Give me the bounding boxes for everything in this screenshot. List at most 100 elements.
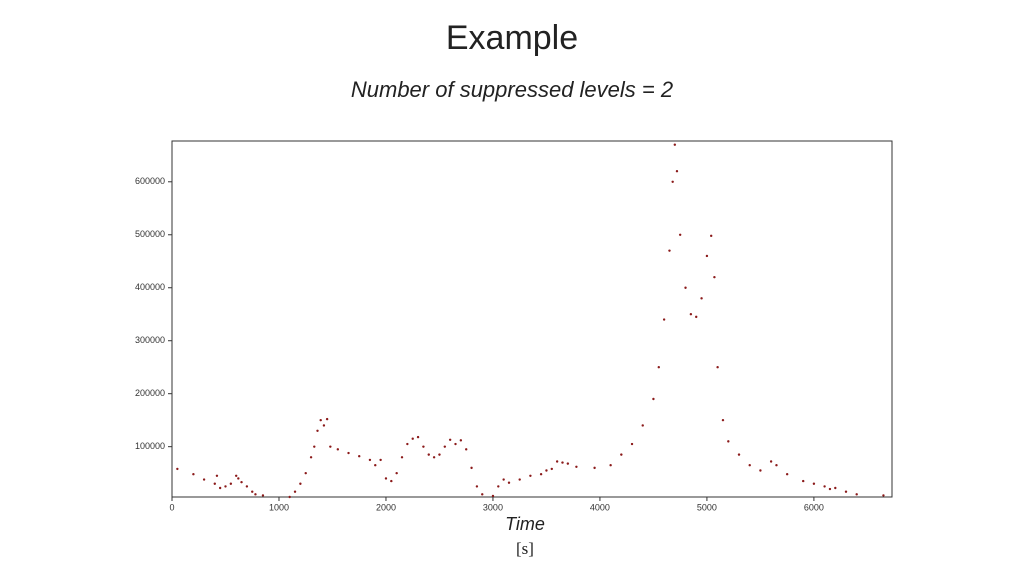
data-point: [802, 479, 805, 483]
data-point: [432, 456, 436, 459]
data-point: [491, 494, 495, 498]
data-point: [400, 456, 404, 459]
x-tick-label: 6000: [804, 502, 824, 512]
data-point: [609, 464, 612, 467]
data-point: [218, 486, 222, 490]
chart-subtitle: Number of suppressed levels = 2: [351, 77, 673, 102]
data-point: [709, 234, 713, 238]
data-point: [641, 424, 644, 427]
x-tick-label: 2000: [376, 502, 396, 512]
data-point: [700, 297, 703, 300]
data-point: [438, 453, 441, 456]
data-point: [395, 471, 398, 475]
data-point: [368, 458, 372, 462]
data-point: [237, 477, 240, 480]
data-point: [855, 493, 858, 496]
data-point: [390, 479, 393, 483]
data-point: [566, 462, 570, 465]
data-point: [245, 485, 249, 488]
data-point: [313, 445, 316, 448]
data-point: [823, 485, 826, 488]
data-point: [288, 495, 291, 499]
chart-title: Example: [446, 19, 578, 57]
data-point: [662, 318, 666, 321]
data-point: [727, 440, 730, 443]
data-point: [689, 313, 693, 316]
data-point: [384, 477, 388, 480]
data-point: [240, 480, 243, 484]
y-tick-label: 100000: [135, 441, 165, 451]
data-point: [459, 439, 463, 442]
data-point: [261, 494, 265, 497]
data-point: [379, 458, 382, 462]
data-point: [251, 490, 254, 493]
data-point: [176, 467, 179, 471]
data-point: [721, 418, 725, 422]
data-point: [329, 445, 332, 448]
data-point: [748, 464, 751, 467]
data-point: [502, 478, 505, 481]
data-point: [304, 471, 307, 475]
data-point: [705, 254, 709, 258]
data-point: [673, 143, 677, 146]
data-point: [427, 453, 430, 456]
data-point: [406, 442, 409, 446]
data-point: [319, 418, 322, 422]
data-point: [192, 473, 195, 476]
x-tick-label: 0: [169, 502, 174, 512]
data-point: [316, 429, 319, 432]
data-point: [575, 465, 578, 469]
data-point: [545, 469, 548, 472]
y-tick-label: 500000: [135, 229, 165, 239]
data-point: [448, 438, 452, 441]
data-point: [213, 482, 216, 485]
data-point: [411, 437, 414, 440]
data-point: [630, 442, 634, 446]
data-point: [481, 493, 484, 496]
data-point: [561, 461, 564, 464]
data-point: [374, 464, 377, 467]
data-point: [416, 435, 420, 439]
data-point: [675, 169, 679, 173]
data-point: [785, 473, 789, 476]
data-point: [882, 494, 885, 497]
data-point: [309, 456, 313, 459]
data-point: [497, 485, 500, 488]
data-point: [652, 397, 655, 401]
data-point: [769, 460, 773, 463]
data-point: [812, 482, 816, 485]
data-point: [224, 485, 227, 488]
data-point: [254, 493, 257, 496]
data-point: [470, 466, 473, 470]
data-point: [678, 233, 682, 236]
x-tick-label: 1000: [269, 502, 289, 512]
data-point: [299, 482, 302, 485]
data-point: [657, 366, 660, 369]
plot-frame: [171, 140, 893, 498]
data-point: [844, 490, 848, 493]
data-point: [443, 445, 447, 448]
x-tick-label: 5000: [697, 502, 717, 512]
data-point: [550, 467, 553, 471]
data-point: [555, 460, 559, 463]
data-point: [716, 366, 719, 369]
data-point: [293, 490, 297, 493]
data-point: [539, 473, 543, 476]
data-point: [695, 315, 698, 319]
data-point: [322, 424, 326, 427]
y-tick-label: 200000: [135, 388, 165, 398]
data-point: [518, 478, 521, 481]
data-point: [593, 466, 596, 470]
data-point: [454, 442, 457, 446]
data-point: [671, 180, 674, 183]
x-tick-label: 4000: [590, 502, 610, 512]
data-point: [347, 451, 350, 455]
y-tick-label: 300000: [135, 335, 165, 345]
data-point: [325, 417, 329, 421]
data-point: [834, 486, 837, 490]
data-point: [828, 487, 832, 491]
data-point: [202, 478, 206, 481]
x-axis-unit: [s]: [516, 539, 534, 558]
data-point: [668, 249, 671, 252]
